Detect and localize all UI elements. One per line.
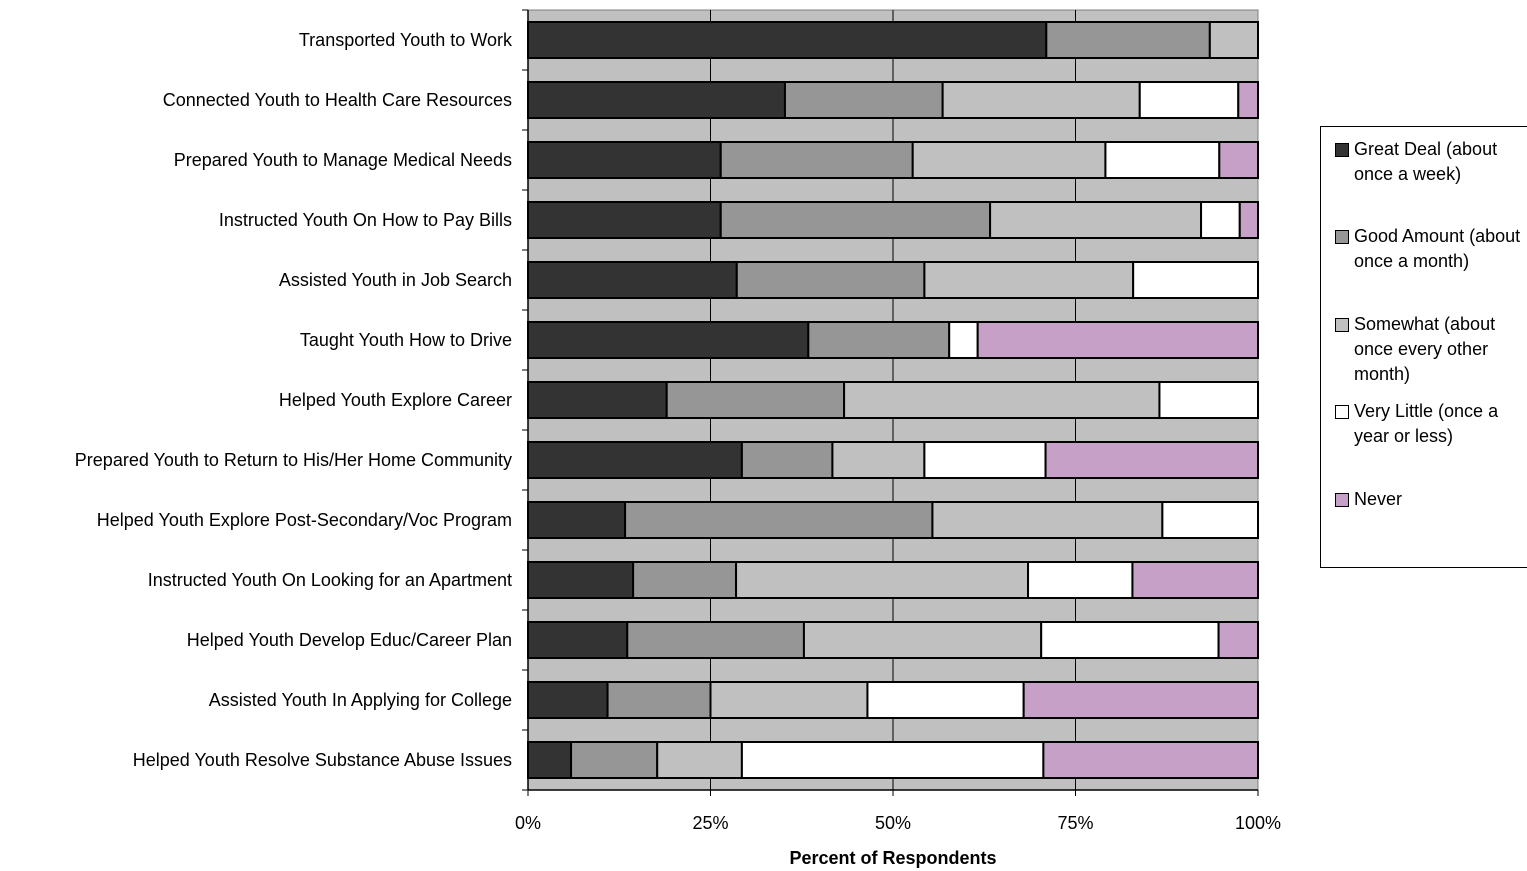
bar-segment: [527, 621, 629, 659]
bar-segment: [527, 81, 786, 119]
legend-swatch: [1335, 318, 1349, 332]
category-label: Assisted Youth In Applying for College: [209, 690, 512, 710]
bar-segment: [570, 741, 659, 779]
category-label: Transported Youth to Work: [299, 30, 513, 50]
bar-segment: [665, 381, 846, 419]
bar-segment: [831, 441, 926, 479]
bar-segment: [1027, 561, 1134, 599]
bar-segment: [1138, 81, 1240, 119]
bar-segment: [976, 321, 1259, 359]
x-tick-label: 50%: [875, 813, 911, 833]
bar-segment: [527, 141, 722, 179]
legend-label: Very Little (once a year or less): [1354, 401, 1499, 446]
bar-segment: [941, 81, 1141, 119]
category-label: Instructed Youth On How to Pay Bills: [219, 210, 512, 230]
bar-segment: [527, 381, 668, 419]
tick-labels: 0% 25% 50% 75% 100%: [515, 813, 1281, 833]
legend-label: Never: [1354, 489, 1403, 509]
x-tick-label: 0%: [515, 813, 541, 833]
category-label: Helped Youth Develop Educ/Career Plan: [187, 630, 512, 650]
bar-segment: [527, 261, 738, 299]
bar-segment: [1217, 621, 1259, 659]
bar-segment: [1200, 201, 1241, 239]
category-label: Helped Youth Resolve Substance Abuse Iss…: [133, 750, 512, 770]
bar-segment: [527, 441, 743, 479]
bar-segment: [735, 561, 1030, 599]
bar-segment: [1040, 621, 1220, 659]
bar-segment: [1238, 201, 1259, 239]
bar-segment: [1104, 141, 1221, 179]
legend-label: Good Amount (about once a month): [1354, 226, 1521, 271]
bar-segment: [1161, 501, 1259, 539]
bar-segment: [1044, 441, 1259, 479]
bar-segment: [1131, 561, 1259, 599]
legend-label: Somewhat (about once every other month): [1354, 314, 1496, 384]
bar-segment: [1132, 261, 1260, 299]
category-label: Helped Youth Explore Career: [279, 390, 512, 410]
x-axis-title: Percent of Respondents: [789, 848, 996, 868]
bar-segment: [527, 501, 627, 539]
legend-swatch: [1335, 143, 1349, 157]
legend: Great Deal (about once a week) Good Amoun…: [1320, 126, 1527, 568]
legend-swatch: [1335, 493, 1349, 507]
bar-segment: [1022, 681, 1259, 719]
category-label: Prepared Youth to Return to His/Her Home…: [75, 450, 512, 470]
bar-segment: [740, 741, 1045, 779]
bar-segment: [1237, 81, 1260, 119]
legend-item: Somewhat (about once every other month): [1335, 312, 1527, 387]
bar-segment: [527, 21, 1048, 59]
bar-segment: [527, 741, 573, 779]
category-label: Connected Youth to Health Care Resources: [163, 90, 512, 110]
category-label: Instructed Youth On Looking for an Apart…: [148, 570, 512, 590]
bar-segment: [527, 201, 722, 239]
bar-segment: [740, 441, 834, 479]
bar-segment: [1158, 381, 1259, 419]
category-labels: Transported Youth to Work Connected Youth…: [75, 30, 513, 770]
bar-segment: [923, 261, 1135, 299]
bar-segment: [656, 741, 743, 779]
legend-swatch: [1335, 230, 1349, 244]
legend-item: Never: [1335, 487, 1527, 512]
category-label: Taught Youth How to Drive: [300, 330, 512, 350]
bar-segment: [1218, 141, 1260, 179]
bar-segment: [931, 501, 1164, 539]
bar-segment: [802, 621, 1043, 659]
bar-segment: [632, 561, 738, 599]
legend-item: Very Little (once a year or less): [1335, 399, 1527, 449]
bar-segment: [911, 141, 1107, 179]
bar-segment: [527, 681, 609, 719]
axes-group: [522, 9, 1259, 796]
legend-label: Great Deal (about once a week): [1354, 139, 1498, 184]
bar-segment: [606, 681, 712, 719]
bar-segment: [709, 681, 869, 719]
x-tick-label: 100%: [1235, 813, 1281, 833]
bar-segment: [626, 621, 805, 659]
bar-segment: [735, 261, 926, 299]
category-label: Prepared Youth to Manage Medical Needs: [174, 150, 512, 170]
legend-item: Good Amount (about once a month): [1335, 224, 1527, 274]
bar-segment: [1208, 21, 1259, 59]
bar-segment: [624, 501, 934, 539]
legend-swatch: [1335, 405, 1349, 419]
bar-segment: [948, 321, 979, 359]
bar-segment: [989, 201, 1203, 239]
bar-segment: [783, 81, 944, 119]
category-label: Helped Youth Explore Post-Secondary/Voc …: [97, 510, 512, 530]
bar-segment: [923, 441, 1047, 479]
bar-segment: [1042, 741, 1259, 779]
bar-segment: [807, 321, 951, 359]
bar-segment: [843, 381, 1161, 419]
bar-segment: [1045, 21, 1211, 59]
bar-segment: [527, 321, 810, 359]
x-tick-label: 75%: [1057, 813, 1093, 833]
legend-item: Great Deal (about once a week): [1335, 137, 1527, 187]
bar-segment: [719, 201, 992, 239]
x-tick-label: 25%: [692, 813, 728, 833]
bar-segment: [866, 681, 1025, 719]
bar-segment: [719, 141, 914, 179]
bar-segment: [527, 561, 635, 599]
category-label: Assisted Youth in Job Search: [279, 270, 512, 290]
